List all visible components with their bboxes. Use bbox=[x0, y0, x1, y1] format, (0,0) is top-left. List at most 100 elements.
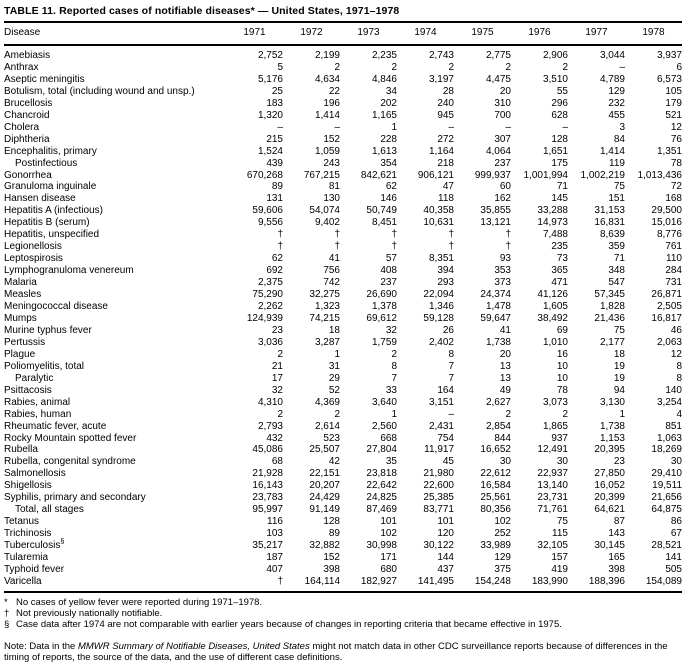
case-count-cell: 45 bbox=[442, 456, 454, 468]
case-count-cell: 41 bbox=[328, 253, 340, 265]
case-count-cell: 22,642 bbox=[366, 480, 397, 492]
disease-name-cell: Hepatitis A (infectious) bbox=[4, 205, 103, 217]
case-count-cell: 54,074 bbox=[309, 205, 340, 217]
case-count-cell: 232 bbox=[608, 97, 625, 109]
case-count-cell: 144 bbox=[437, 552, 454, 564]
table-row: Aseptic meningitis 5,176 4,634 4,846 3,197 4,… bbox=[4, 74, 682, 86]
case-count-cell: 24,825 bbox=[366, 492, 397, 504]
case-count-cell: 49 bbox=[499, 384, 511, 396]
case-count-cell: 46 bbox=[670, 324, 682, 336]
case-count-cell: 162 bbox=[494, 193, 511, 205]
case-count-cell: 521 bbox=[665, 109, 682, 121]
case-count-cell: 2,431 bbox=[428, 420, 454, 432]
case-count-cell: 668 bbox=[380, 432, 397, 444]
case-count-cell: 3,640 bbox=[371, 396, 397, 408]
disease-name-cell: Cholera bbox=[4, 121, 40, 133]
case-count-cell: 235 bbox=[551, 241, 568, 253]
table-row: Pertussis 3,036 3,287 1,759 2,402 1,738 1,010 2… bbox=[4, 337, 682, 349]
case-count-cell: – bbox=[334, 121, 340, 133]
case-count-cell: 101 bbox=[380, 516, 397, 528]
disease-name-cell: Botulism, total (including wound and uns… bbox=[4, 85, 195, 97]
case-count-cell: 110 bbox=[666, 253, 682, 265]
case-count-cell: 32,275 bbox=[309, 289, 340, 301]
case-count-cell: 26,871 bbox=[651, 289, 682, 301]
case-count-cell: 1,153 bbox=[599, 432, 625, 444]
case-count-cell: 168 bbox=[665, 193, 682, 205]
case-count-cell: 59,606 bbox=[252, 205, 283, 217]
case-count-cell: 2 bbox=[562, 408, 568, 420]
case-count-cell: – bbox=[448, 408, 454, 420]
table-row: Hepatitis B (serum) 9,556 9,402 8,451 10,631… bbox=[4, 217, 682, 229]
case-count-cell: 59,128 bbox=[423, 312, 454, 324]
case-count-cell: 1,001,994 bbox=[523, 169, 569, 181]
table-title: TABLE 11. Reported cases of notifiable d… bbox=[4, 5, 400, 17]
disease-name-cell: Rubella bbox=[4, 444, 38, 456]
case-count-cell: 102 bbox=[380, 528, 397, 540]
case-count-cell: 24,374 bbox=[480, 289, 511, 301]
case-count-cell: 202 bbox=[380, 97, 397, 109]
case-count-cell: 21,980 bbox=[423, 468, 454, 480]
table-row: Tuberculosis§ 35,217 32,882 30,998 30,122 33,… bbox=[4, 539, 682, 552]
case-count-cell: 93 bbox=[499, 253, 511, 265]
case-count-cell: 19 bbox=[613, 372, 625, 384]
case-count-cell: 179 bbox=[665, 97, 682, 109]
case-count-cell: 8,776 bbox=[656, 229, 682, 241]
case-count-cell: 71 bbox=[613, 253, 625, 265]
case-count-cell: 105 bbox=[665, 85, 682, 97]
case-count-cell: 50,749 bbox=[366, 205, 397, 217]
case-count-cell: 2,402 bbox=[428, 336, 454, 348]
disease-name-cell: Chancroid bbox=[4, 109, 50, 121]
case-count-cell: 13,140 bbox=[537, 480, 568, 492]
footnote: * No cases of yellow fever were reported … bbox=[4, 596, 263, 608]
disease-name-cell: Diphtheria bbox=[4, 133, 50, 145]
case-count-cell: 129 bbox=[494, 552, 511, 564]
case-count-cell: 1,478 bbox=[485, 301, 511, 313]
case-count-cell: 32,882 bbox=[309, 540, 340, 552]
table-row: Brucellosis 183 196 202 240 310 296 232 179 bbox=[4, 98, 682, 110]
disease-name-cell: Hansen disease bbox=[4, 193, 76, 205]
case-count-cell: 41 bbox=[499, 324, 511, 336]
case-count-cell: 16,817 bbox=[651, 312, 682, 324]
case-count-cell: 4,475 bbox=[485, 73, 511, 85]
case-count-cell: 670,268 bbox=[246, 169, 283, 181]
case-count-cell: 215 bbox=[266, 133, 283, 145]
footnote-marker: * bbox=[4, 596, 8, 608]
case-count-cell: 310 bbox=[494, 97, 511, 109]
disease-name-cell: Amebiasis bbox=[4, 50, 51, 61]
case-count-cell: 182,927 bbox=[360, 575, 397, 587]
case-count-cell: 1,002,219 bbox=[580, 169, 626, 181]
case-count-cell: 29,410 bbox=[651, 468, 682, 480]
case-count-cell: 359 bbox=[608, 241, 625, 253]
case-count-cell: 2 bbox=[391, 348, 397, 360]
case-count-cell: 945 bbox=[437, 109, 454, 121]
table-row: Gonorrhea 670,268 767,215 842,621 906,121 999… bbox=[4, 170, 682, 182]
case-count-cell: 30 bbox=[556, 456, 568, 468]
case-count-cell: 187 bbox=[266, 552, 283, 564]
case-count-cell: 22,600 bbox=[423, 480, 454, 492]
case-count-cell: 237 bbox=[494, 157, 511, 169]
case-count-cell: 272 bbox=[437, 133, 454, 145]
case-count-cell: 307 bbox=[494, 133, 511, 145]
case-count-cell: 2 bbox=[277, 408, 283, 420]
case-count-cell: 64,621 bbox=[594, 504, 625, 516]
case-count-cell: 240 bbox=[437, 97, 454, 109]
case-count-cell: 348 bbox=[608, 265, 625, 277]
case-count-cell: 3,197 bbox=[428, 73, 454, 85]
disease-name-cell: Malaria bbox=[4, 277, 37, 289]
case-count-cell: 1 bbox=[391, 121, 397, 133]
table-row: Varicella † 164,114 182,927 141,495 154,248 18… bbox=[4, 576, 682, 592]
disease-name-cell: Rabies, animal bbox=[4, 396, 71, 408]
case-count-cell: 2 bbox=[505, 408, 511, 420]
case-count-cell: 2 bbox=[448, 61, 454, 73]
case-count-cell: 8 bbox=[676, 360, 682, 372]
case-count-cell: 183,990 bbox=[531, 575, 568, 587]
case-count-cell: 2,752 bbox=[257, 50, 283, 61]
case-count-cell: 75,290 bbox=[252, 289, 283, 301]
table-row: Measles 75,290 32,275 26,690 22,094 24,374 41,… bbox=[4, 289, 682, 301]
case-count-cell: 26,690 bbox=[366, 289, 397, 301]
case-count-cell: 32 bbox=[271, 384, 283, 396]
case-count-cell: 18 bbox=[328, 324, 340, 336]
table-row: Total, all stages 95,997 91,149 87,469 83,77… bbox=[4, 504, 682, 516]
case-count-cell: 2,505 bbox=[656, 301, 682, 313]
case-count-cell: 742 bbox=[323, 277, 340, 289]
